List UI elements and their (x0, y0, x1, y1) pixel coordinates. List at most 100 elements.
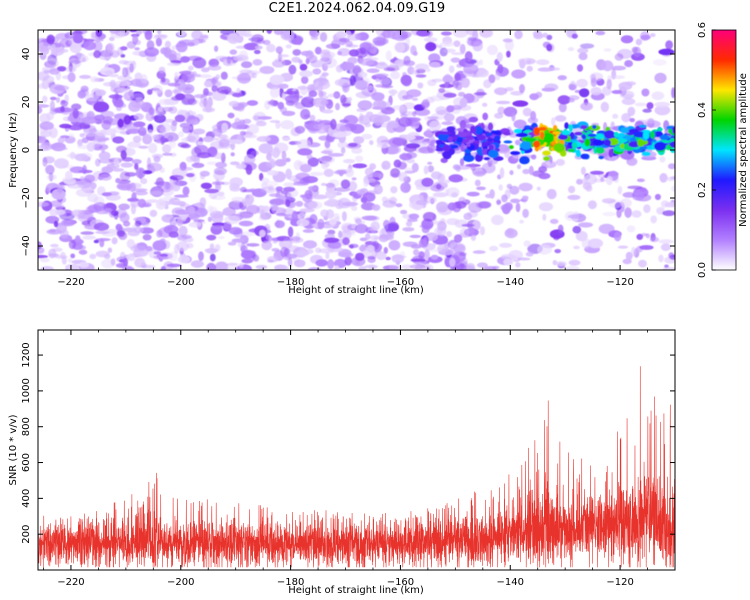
spectrogram-cell (335, 31, 347, 39)
spectrogram-cell (398, 117, 413, 127)
spectrogram-cell (640, 34, 651, 41)
spectrogram-cell (213, 152, 225, 159)
spectrogram-cell (239, 131, 246, 136)
spectrogram-cells (38, 30, 675, 270)
spectrogram-cell (282, 92, 287, 100)
spectrogram-cell (511, 112, 516, 122)
spectrogram-band-cell (567, 148, 576, 153)
spectrogram-cell (416, 30, 431, 37)
spectrogram-cell (72, 108, 79, 119)
spectrogram-band-cell (620, 127, 631, 134)
spectrogram-cell (140, 74, 148, 84)
spectrogram-cell (177, 142, 189, 148)
spectrogram-cell (278, 52, 282, 62)
spectrogram-cell (546, 188, 557, 200)
spectrogram-cell (95, 238, 111, 242)
spectrogram-cell (465, 263, 476, 270)
spectrogram-cell (131, 159, 142, 165)
spectrogram-cell (248, 37, 264, 42)
spectrogram-band-cell (622, 135, 632, 140)
spectrogram-cell (502, 38, 513, 43)
spectrogram-y-tick-label: 0 (21, 147, 32, 153)
spectrogram-cell (530, 110, 537, 121)
spectrogram-cell (238, 220, 254, 227)
spectrogram-cell (276, 213, 287, 217)
spectrogram-cell (152, 134, 160, 141)
spectrogram-cell (274, 264, 287, 270)
spectrogram-cell (428, 248, 443, 253)
spectrogram-cell (649, 236, 660, 243)
spectrogram-cell (229, 161, 240, 166)
snr-y-tick-label: 600 (21, 453, 32, 472)
spectrogram-cell (441, 121, 454, 126)
spectrogram-cell (452, 79, 459, 89)
spectrogram-cell (617, 245, 629, 249)
spectrogram-cell (639, 187, 647, 192)
spectrogram-cell (629, 118, 635, 123)
spectrogram-band-cell (568, 124, 574, 132)
spectrogram-cell (565, 265, 580, 270)
spectrogram-cell (371, 204, 381, 211)
spectrogram-cell (285, 44, 292, 49)
spectrogram-band-cell (637, 139, 645, 147)
spectrogram-cell (405, 36, 410, 47)
spectrogram-cell (375, 84, 386, 88)
spectrogram-cell (394, 42, 406, 53)
spectrogram-cell (384, 223, 399, 233)
spectrogram-cell (221, 122, 229, 133)
spectrogram-cell (269, 204, 278, 211)
spectrogram-cell (510, 198, 521, 204)
spectrogram-cell (611, 90, 623, 94)
spectrogram-cell (664, 202, 675, 208)
spectrogram-cell (57, 137, 65, 144)
spectrogram-cell (557, 95, 571, 105)
spectrogram-cell (450, 105, 463, 110)
spectrogram-cell (256, 136, 271, 142)
spectrogram-cell (398, 172, 408, 182)
spectrogram-cell (38, 254, 48, 259)
colorbar-tick-label: 0.4 (697, 102, 708, 118)
spectrogram-cell (519, 219, 525, 224)
spectrogram-cell (361, 202, 376, 211)
spectrogram-cell (96, 97, 105, 107)
spectrogram-cell (665, 40, 673, 50)
spectrogram-cell (172, 89, 182, 94)
spectrogram-band-cell (543, 156, 551, 161)
spectrogram-cell (109, 79, 117, 88)
spectrogram-band-cell (659, 135, 670, 140)
spectrogram-cell (263, 180, 279, 187)
spectrogram-band-cell (515, 133, 528, 138)
spectrogram-cell (412, 111, 417, 117)
spectrogram-cell (59, 123, 72, 129)
spectrogram-cell (468, 202, 483, 213)
snr-panel: −220 −200 −180 −160 −140 −120 200 400 600 800 100… (8, 329, 676, 596)
spectrogram-x-tick-label: −160 (387, 277, 414, 288)
spectrogram-cell (504, 228, 518, 239)
spectrogram-band-cell (569, 131, 575, 140)
spectrogram-cell (650, 33, 656, 38)
spectrogram-cell (354, 80, 368, 90)
spectrogram-cell (410, 258, 426, 262)
spectrogram-cell (308, 201, 323, 210)
spectrogram-cell (515, 202, 521, 213)
spectrogram-band-cell (488, 149, 499, 159)
spectrogram-cell (354, 155, 364, 163)
spectrogram-cell (421, 99, 430, 109)
spectrogram-cell (578, 222, 594, 228)
spectrogram-cell (369, 171, 384, 178)
spectrogram-cell (415, 63, 429, 70)
spectrogram-cell (111, 237, 118, 245)
spectrogram-cell (479, 226, 485, 236)
spectrogram-cell (448, 65, 455, 73)
spectrogram-cell (587, 200, 597, 210)
spectrogram-cell (538, 172, 551, 180)
spectrogram-band-cell (580, 153, 589, 160)
spectrogram-cell (315, 247, 322, 254)
spectrogram-cell (382, 30, 396, 39)
spectrogram-cell (227, 241, 237, 246)
colorbar-gradient (711, 29, 737, 271)
spectrogram-cell (164, 40, 171, 49)
spectrogram-cell (291, 210, 298, 222)
spectrogram-cell (450, 57, 461, 63)
